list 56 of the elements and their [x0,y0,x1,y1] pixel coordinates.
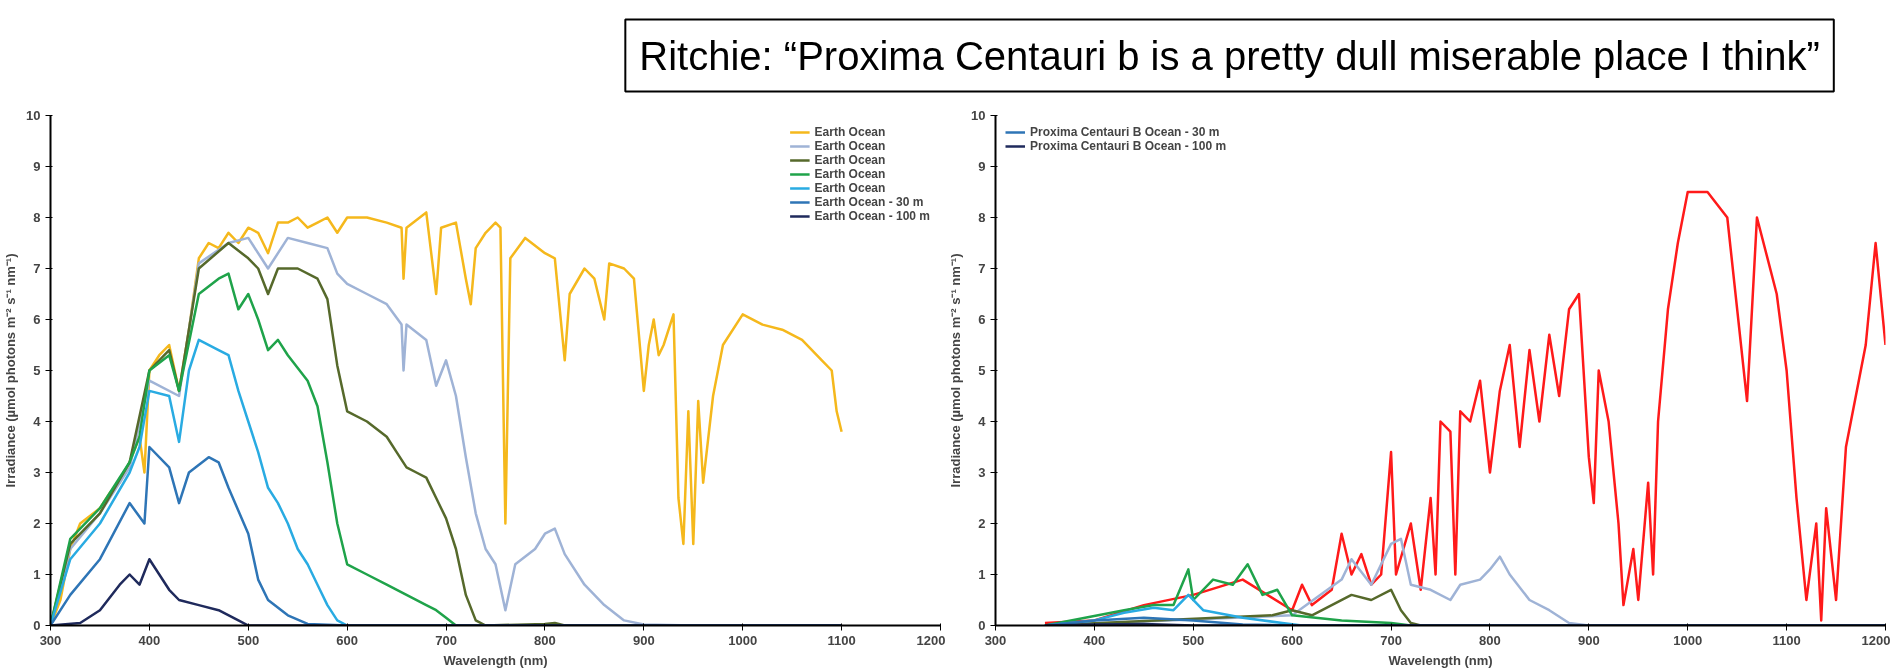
legend-label: Earth Ocean [814,181,886,195]
x-tick-label: 1000 [1673,632,1703,648]
x-tick-label: 700 [435,632,457,648]
x-tick-label: 300 [984,632,1007,648]
x-tick-label: 400 [138,632,161,648]
y-tick-label: 5 [978,363,986,378]
y-tick-label: 2 [33,516,41,531]
legend-label: Proxima Centauri B Ocean - 100 m [1030,139,1227,153]
legend-label: Earth Ocean [814,139,886,153]
x-tick-label: 800 [534,632,556,648]
y-tick-label: 3 [978,465,986,480]
y-axis-title: Irradiance (µmol photons m⁻² s⁻¹ nm⁻¹) [948,253,964,488]
y-tick-label: 5 [33,363,41,378]
legend-label: Earth Ocean - 30 m [814,195,924,209]
text: Ritchie: “Proxima Centauri b is a pretty dull miserable place I think” [639,33,1820,78]
x-tick-label: 1100 [1772,632,1801,648]
y-tick-label: 2 [978,516,986,531]
y-tick-label: 1 [978,567,986,582]
x-tick-label: 1200 [1861,632,1890,648]
x-tick-label: 600 [336,632,359,648]
x-tick-label: 800 [1479,632,1501,648]
y-tick-label: 6 [978,312,986,327]
y-tick-label: 0 [33,618,41,633]
x-tick-label: 600 [1281,632,1304,648]
legend-label: Proxima Centauri B Ocean - 30 m [1030,125,1220,139]
y-tick-label: 9 [33,159,41,174]
y-tick-label: 7 [33,261,41,276]
y-tick-label: 7 [978,261,986,276]
y-tick-label: 1 [33,567,41,582]
x-axis-title: Wavelength (nm) [443,652,548,668]
y-tick-label: 10 [971,108,986,123]
y-tick-label: 9 [978,159,986,174]
x-tick-label: 900 [1577,632,1600,648]
legend-label: Earth Ocean [814,125,886,139]
x-tick-label: 500 [1182,632,1205,648]
y-tick-label: 4 [33,414,42,429]
x-tick-label: 900 [632,632,655,648]
legend-label: Earth Ocean [814,153,886,167]
x-axis-title: Wavelength (nm) [1388,652,1493,668]
x-tick-label: 400 [1083,632,1106,648]
legend-label: Earth Ocean [814,167,886,181]
y-tick-label: 6 [33,312,41,327]
y-tick-label: 4 [978,414,987,429]
x-tick-label: 300 [39,632,62,648]
y-tick-label: 10 [26,108,41,123]
y-tick-label: 8 [33,210,41,225]
y-axis-title: Irradiance (µmol photons m⁻² s⁻¹ nm⁻¹) [3,253,19,488]
y-tick-label: 3 [33,465,41,480]
x-tick-label: 1200 [916,632,946,648]
legend-label: Earth Ocean - 100 m [814,209,930,223]
x-tick-label: 500 [237,632,260,648]
x-tick-label: 1000 [728,632,758,648]
x-tick-label: 1100 [827,632,856,648]
x-tick-label: 700 [1380,632,1402,648]
y-tick-label: 8 [978,210,986,225]
y-tick-label: 0 [978,618,986,633]
